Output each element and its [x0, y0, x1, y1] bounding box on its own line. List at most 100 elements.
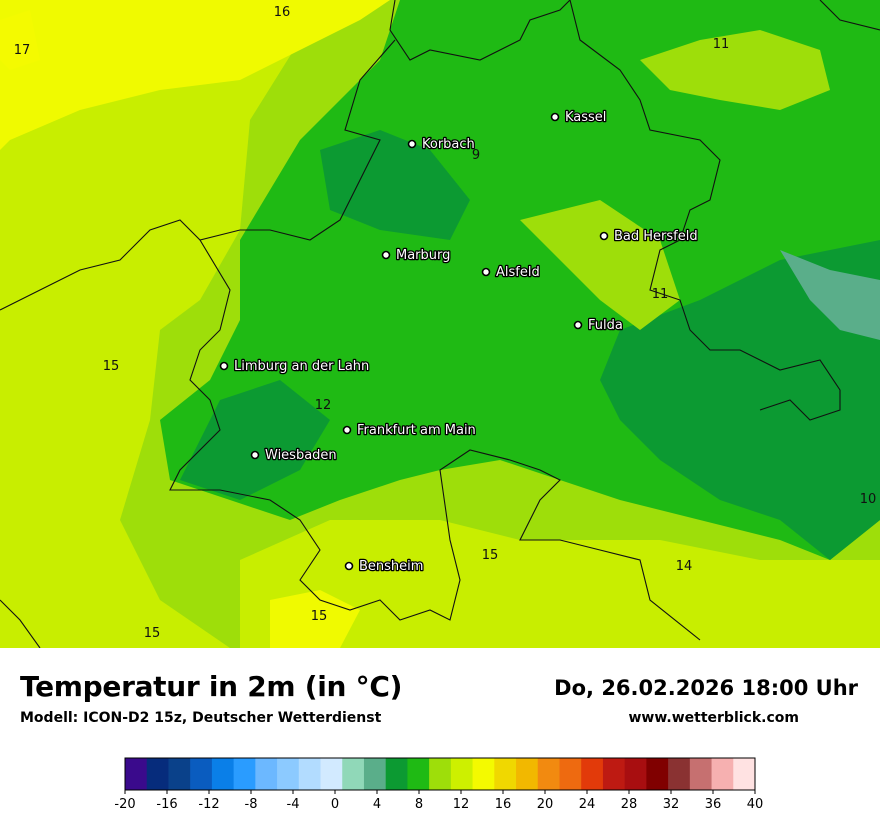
- city-dot: [407, 139, 417, 149]
- city-label: Alsfeld: [496, 265, 540, 280]
- website-link[interactable]: www.wetterblick.com: [628, 710, 800, 726]
- city-marker-frankfurt-am-main: Frankfurt am Main: [342, 422, 477, 439]
- city-dot: [344, 561, 354, 571]
- city-label: Bad Hersfeld: [614, 229, 698, 244]
- isoline-label: 17: [14, 43, 31, 58]
- legend-tick-label: -4: [287, 797, 300, 812]
- legend-color-swatch: [385, 758, 408, 790]
- field-ne-bright: [0, 10, 40, 70]
- legend-tick-label: 4: [373, 797, 381, 812]
- isoline-labels: 16 17 11 9 11 15 12 10 15 14 15 15: [14, 5, 877, 641]
- isoline-label: 15: [482, 548, 499, 563]
- legend-color-swatch: [125, 758, 148, 790]
- legend-tick-label: -8: [245, 797, 258, 812]
- isoline-label: 15: [103, 359, 120, 374]
- legend-color-swatch: [168, 758, 191, 790]
- field-corridor-pale: [520, 200, 680, 330]
- legend-tick-label: 28: [621, 797, 638, 812]
- city-dot: [481, 267, 491, 277]
- legend-color-swatch: [298, 758, 322, 790]
- isoline-label: 9: [472, 148, 480, 163]
- city-label: Korbach: [422, 137, 475, 152]
- legend-color-swatch: [363, 758, 387, 790]
- legend-color-bar: [124, 757, 756, 791]
- field-south-15: [240, 520, 880, 648]
- city-marker-fulda: Fulda: [573, 317, 624, 334]
- legend-color-swatch: [602, 758, 626, 790]
- city-markers: Kassel Korbach Bad Hersfeld Marburg Alsfeld F…: [219, 109, 699, 575]
- temperature-map-canvas: 16 17 11 9 11 15 12 10 15 14 15 15 Kassel Korbach Bad…: [0, 0, 880, 648]
- model-info: Modell: ICON-D2 15z, Deutscher Wetterdie…: [20, 710, 382, 726]
- isoline-label: 15: [144, 626, 161, 641]
- city-marker-bad-hersfeld: Bad Hersfeld: [599, 228, 699, 245]
- legend-color-swatch: [516, 758, 539, 790]
- isoline-label: 10: [860, 492, 877, 507]
- legend-color-swatch: [450, 758, 474, 790]
- city-marker-bensheim: Bensheim: [344, 558, 425, 575]
- city-dot: [599, 231, 609, 241]
- isoline-label: 12: [315, 398, 332, 413]
- legend-color-swatch: [407, 758, 430, 790]
- city-label: Kassel: [565, 110, 606, 125]
- legend-color-swatch: [668, 758, 691, 790]
- field-west-15: [0, 0, 330, 648]
- city-dot: [550, 112, 560, 122]
- city-dot: [381, 250, 391, 260]
- legend-color-swatch: [190, 758, 213, 790]
- field-northeast-pale: [640, 30, 830, 110]
- isoline-label: 14: [676, 559, 693, 574]
- city-dot: [342, 425, 352, 435]
- city-label: Limburg an der Lahn: [234, 359, 369, 374]
- legend-tick-label: 0: [331, 797, 339, 812]
- city-marker-wiesbaden: Wiesbaden: [250, 447, 338, 464]
- isoline-label: 16: [274, 5, 291, 20]
- legend-tick-label: -16: [156, 797, 177, 812]
- forecast-datetime: Do, 26.02.2026 18:00 Uhr: [554, 676, 858, 700]
- city-label: Frankfurt am Main: [357, 423, 476, 438]
- isoline-label: 11: [652, 287, 669, 302]
- legend-tick-label: 12: [453, 797, 470, 812]
- legend-tick-label: 40: [747, 797, 764, 812]
- legend-tick-labels: -20 -16 -12 -8 -4 0 4 8 12 16 20 24 28 32 36 40: [114, 790, 763, 812]
- city-label: Wiesbaden: [265, 448, 337, 463]
- city-dot: [573, 320, 583, 330]
- legend-color-swatch: [494, 758, 517, 790]
- legend-color-swatch: [581, 758, 604, 790]
- legend-color-swatch: [559, 758, 582, 790]
- map-title: Temperatur in 2m (in °C): [20, 670, 403, 703]
- city-marker-alsfeld: Alsfeld: [481, 264, 541, 281]
- legend-tick-label: 20: [537, 797, 554, 812]
- legend-tick-label: 32: [663, 797, 680, 812]
- field-southwest-16: [270, 590, 360, 648]
- legend-color-swatch: [342, 758, 365, 790]
- city-marker-limburg-an-der-lahn: Limburg an der Lahn: [219, 358, 371, 375]
- city-dot: [250, 450, 260, 460]
- temperature-legend: -20 -16 -12 -8 -4 0 4 8 12 16 20 24 28 32 36 40: [114, 757, 763, 812]
- legend-color-swatch: [255, 758, 278, 790]
- legend-tick-label: -12: [198, 797, 219, 812]
- city-dot: [219, 361, 229, 371]
- field-center-11: [320, 130, 470, 240]
- state-borders: [0, 0, 880, 648]
- city-label: Fulda: [588, 318, 623, 333]
- legend-tick-label: 8: [415, 797, 423, 812]
- field-east-11: [600, 240, 880, 560]
- legend-color-swatch: [277, 758, 300, 790]
- city-marker-korbach: Korbach: [407, 136, 476, 153]
- legend-color-swatch: [472, 758, 495, 790]
- legend-color-swatch: [320, 758, 343, 790]
- legend-frame: [124, 757, 756, 791]
- city-marker-marburg: Marburg: [381, 247, 452, 264]
- legend-color-swatch: [624, 758, 647, 790]
- field-northwest-16: [0, 0, 390, 150]
- isoline-label: 11: [713, 37, 730, 52]
- legend-color-swatch: [646, 758, 669, 790]
- city-label: Bensheim: [359, 559, 423, 574]
- legend-color-swatch: [733, 758, 756, 790]
- field-center-south-11: [180, 380, 330, 500]
- weather-map: 16 17 11 9 11 15 12 10 15 14 15 15 Kassel Korbach Bad…: [0, 0, 880, 648]
- isoline-label: 15: [311, 609, 328, 624]
- legend-color-swatch: [537, 758, 560, 790]
- legend-tick-label: -20: [114, 797, 135, 812]
- field-east-cool: [780, 250, 880, 340]
